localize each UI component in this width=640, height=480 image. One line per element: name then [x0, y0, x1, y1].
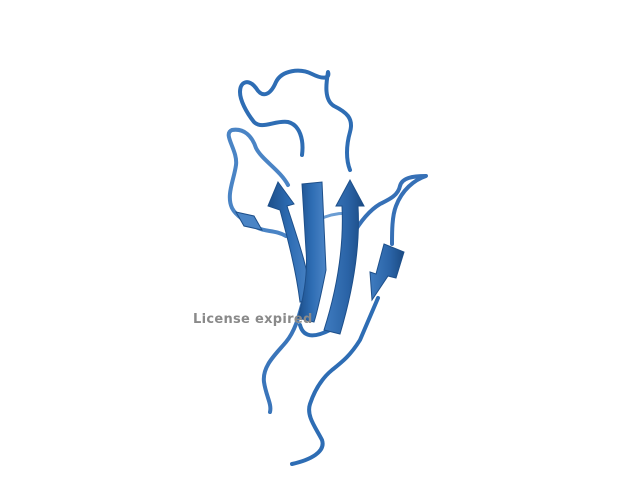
beta-strand-5 — [235, 211, 263, 231]
beta-strand-3 — [323, 178, 365, 335]
beta-strand-4 — [369, 243, 405, 302]
coil-tail-left — [261, 296, 306, 414]
beta-sheet — [235, 178, 405, 335]
beta-strand-2 — [297, 181, 327, 323]
coil-tail-right — [290, 296, 380, 466]
license-watermark: License expired — [193, 312, 313, 327]
coil-top-loop — [238, 68, 353, 172]
coil-connector — [298, 323, 332, 338]
coil-right-loop — [350, 174, 428, 246]
